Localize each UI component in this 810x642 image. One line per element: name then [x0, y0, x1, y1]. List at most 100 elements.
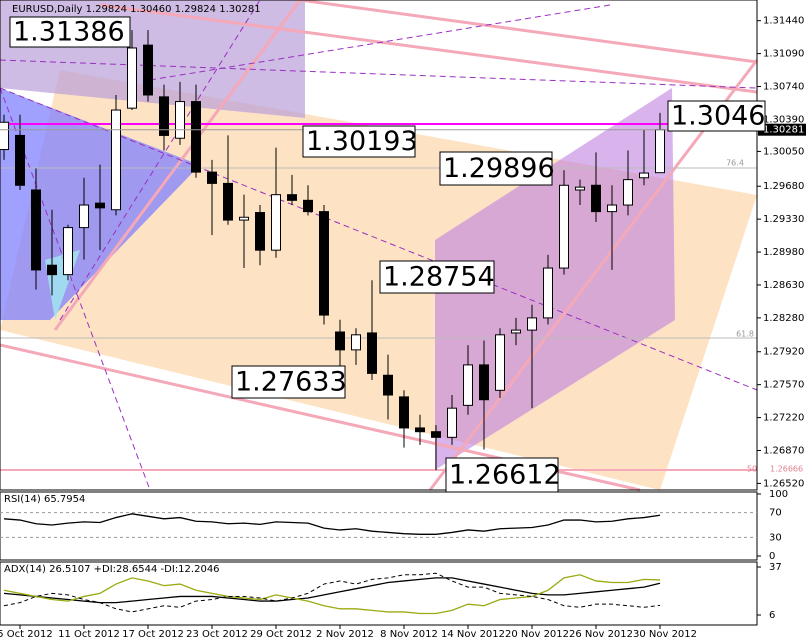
candle-body: [207, 171, 217, 184]
x-tick-label: 23 Oct 2012: [186, 629, 248, 640]
y-tick-label: 70: [769, 508, 782, 519]
price-annotation-box: [231, 365, 346, 399]
candle-body: [655, 129, 665, 174]
candle-body: [159, 96, 169, 136]
price-label-box: [758, 123, 806, 136]
candle-body: [31, 189, 41, 271]
candle-body: [367, 332, 377, 374]
x-tick-label: 26 Nov 2012: [569, 629, 633, 640]
candle-body: [399, 396, 409, 429]
candle-body: [47, 264, 57, 276]
price-annotation: 1.29896: [443, 153, 555, 184]
price-annotation: 1.28754: [383, 262, 495, 293]
candle-body: [431, 431, 441, 438]
indicator-line: [3, 513, 661, 535]
candle-body: [463, 364, 473, 406]
rsi-panel: [0, 491, 758, 561]
candle-body: [383, 374, 393, 396]
candle-body: [447, 407, 457, 438]
candle-body: [271, 194, 281, 251]
y-tick-label: 1.29680: [763, 181, 804, 192]
candle-body: [527, 317, 537, 331]
price-annotation: 1.30193: [306, 126, 418, 157]
y-tick-label: 100: [769, 489, 788, 500]
y-tick-label: 1.27220: [763, 413, 804, 424]
candle-body: [0, 121, 9, 151]
candle-body: [479, 364, 489, 401]
y-tick-label: 1.30390: [763, 114, 804, 125]
y-tick-label: 1.26520: [763, 478, 804, 489]
dashed-line: [0, 87, 758, 391]
y-tick-label: 1.30050: [763, 146, 804, 157]
fib-label: 50: [747, 465, 757, 474]
y-tick-label: 37: [769, 562, 782, 573]
candle-body: [15, 134, 25, 186]
price-annotation: 1.26612: [449, 460, 561, 491]
candle-body: [239, 216, 249, 221]
dashed-line: [0, 59, 758, 89]
indicator-line: [3, 572, 661, 613]
price-annotation: 1.27633: [235, 367, 347, 398]
price-annotation-box: [9, 16, 131, 48]
candle-body: [511, 329, 521, 334]
y-tick-label: 1.28980: [763, 247, 804, 258]
x-tick-label: 17 Oct 2012: [122, 629, 184, 640]
price-label: 1.30281: [763, 125, 804, 136]
candle-body: [191, 101, 201, 173]
candle-body: [255, 212, 265, 251]
candle-body: [575, 186, 585, 191]
adx-panel: [0, 561, 758, 626]
x-tick-label: 8 Nov 2012: [380, 629, 438, 640]
price-annotation: 1.3046: [671, 101, 765, 132]
y-tick-label: 1.30740: [763, 82, 804, 93]
candle-body: [415, 427, 425, 433]
price-annotation-box: [445, 457, 559, 493]
y-tick-label: 1.27570: [763, 380, 804, 391]
candle-body: [543, 267, 553, 319]
candle-body: [143, 44, 153, 96]
x-tick-label: 14 Nov 2012: [441, 629, 505, 640]
y-tick-label: 1.28630: [763, 280, 804, 291]
x-tick-label: 11 Oct 2012: [58, 629, 120, 640]
candle-body: [335, 331, 345, 351]
rsi-title: RSI(14) 65.7954: [4, 494, 85, 505]
indicator-line: [3, 577, 661, 604]
fib-label: 76.4: [726, 159, 744, 168]
dashed-line: [59, 0, 261, 321]
candle-body: [79, 204, 89, 229]
trend-line: [99, 3, 758, 94]
dashed-line: [149, 4, 611, 81]
y-tick-label: 30: [769, 532, 782, 543]
price-annotation-box: [667, 100, 766, 132]
y-tick-label: 1.26870: [763, 445, 804, 456]
trend-line: [53, 0, 302, 331]
candle-body: [287, 194, 297, 201]
chart-title: EURUSD,Daily 1.29824 1.30460 1.29824 1.3…: [12, 4, 261, 15]
adx-title: ADX(14) 26.5107 +DI:28.6544 -DI:12.2046: [4, 564, 220, 575]
candle-body: [223, 182, 233, 221]
x-tick-label: 29 Oct 2012: [250, 629, 312, 640]
x-tick-label: 5 Oct 2012: [0, 629, 53, 640]
candle-body: [607, 204, 617, 213]
x-tick-label: 30 Nov 2012: [633, 629, 697, 640]
fib-label: 1.26666: [770, 465, 803, 474]
price-annotation: 1.31386: [13, 17, 125, 48]
candle-body: [175, 101, 185, 139]
price-annotation-box: [439, 151, 553, 186]
x-tick-label: 20 Nov 2012: [505, 629, 569, 640]
y-tick-label: 0: [769, 551, 775, 562]
y-tick-label: 1.31440: [763, 16, 804, 27]
trend-line: [299, 0, 758, 64]
price-annotation-box: [302, 125, 416, 158]
y-tick-label: 1.29330: [763, 214, 804, 225]
y-tick-label: 1.27920: [763, 347, 804, 358]
indicator-line: [3, 574, 661, 615]
y-tick-label: 1.28280: [763, 313, 804, 324]
price-annotation-box: [379, 260, 495, 294]
candle-body: [351, 334, 361, 351]
x-tick-label: 2 Nov 2012: [316, 629, 374, 640]
candle-body: [63, 227, 73, 276]
candle-body: [591, 184, 601, 213]
y-tick-label: 6: [769, 610, 775, 621]
